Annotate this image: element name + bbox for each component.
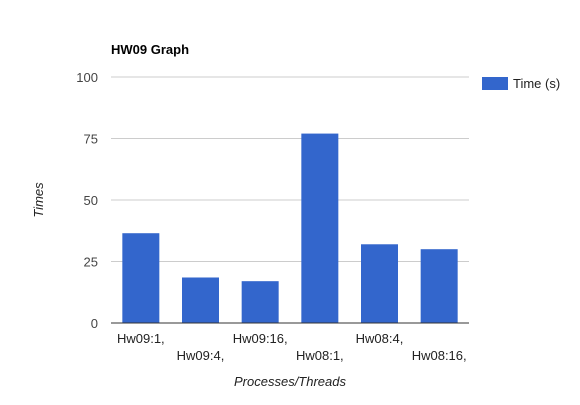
y-tick-label: 50	[84, 193, 98, 208]
y-tick-label: 25	[84, 255, 98, 270]
chart-title: HW09 Graph	[111, 42, 189, 57]
y-axis-title: Times	[31, 182, 46, 218]
x-category-label: Hw08:16,	[412, 348, 467, 363]
y-tick-label: 100	[76, 70, 98, 85]
legend-label: Time (s)	[513, 76, 560, 91]
x-category-label: Hw09:1,	[117, 331, 165, 346]
gridlines	[111, 76, 469, 262]
y-tick-label: 75	[84, 132, 98, 147]
x-axis-categories: Hw09:1, Hw09:4, Hw09:16, Hw08:1, Hw08:4, Hw08…	[117, 331, 467, 363]
y-tick-label: 0	[91, 316, 98, 331]
x-category-label: Hw09:4,	[177, 348, 225, 363]
bar	[122, 233, 160, 323]
x-category-label: Hw08:4,	[356, 331, 404, 346]
legend-swatch	[482, 77, 508, 90]
x-category-label: Hw08:1,	[296, 348, 344, 363]
bar	[241, 281, 279, 323]
x-category-label: Hw09:16,	[233, 331, 288, 346]
x-axis-title: Processes/Threads	[234, 374, 346, 389]
bar	[361, 244, 398, 323]
bars	[122, 133, 458, 323]
legend: Time (s)	[482, 76, 560, 91]
y-axis-ticks: 0 25 50 75 100	[76, 70, 98, 331]
bar	[182, 277, 219, 323]
bar	[301, 133, 339, 323]
bar	[420, 249, 458, 323]
